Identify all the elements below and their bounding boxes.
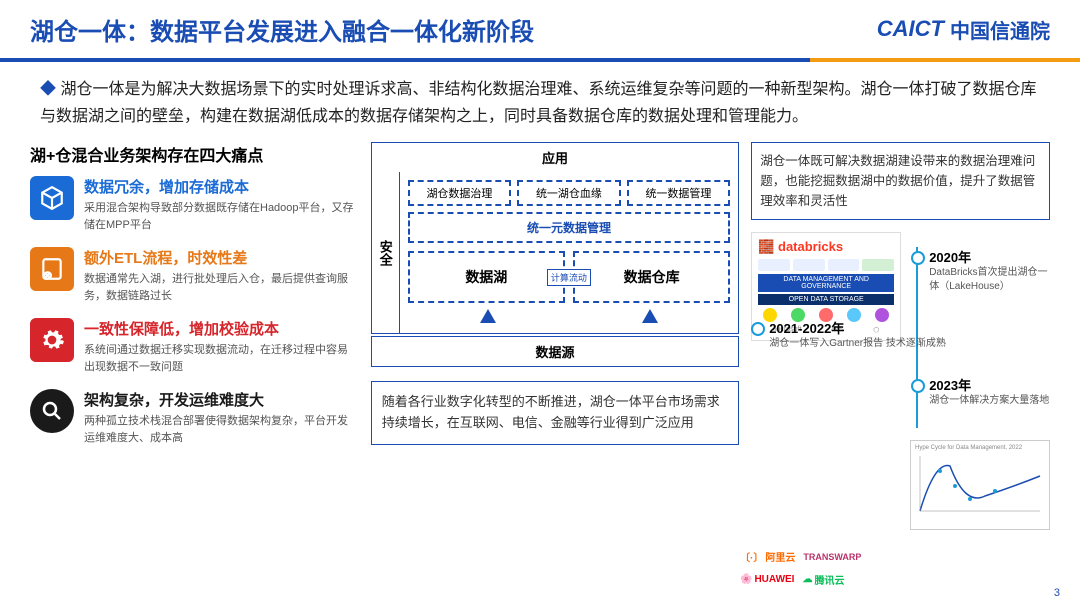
- timeline-2020: 2020年 DataBricks首次提出湖仓一体（LakeHouse）: [911, 247, 1050, 294]
- timeline-2023: 2023年 湖仓一体解决方案大量落地: [911, 375, 1050, 408]
- mid-note-box: 随着各行业数字化转型的不断推进，湖仓一体平台市场需求持续增长，在互联网、电信、金…: [371, 381, 740, 445]
- logo-aliyun: 〔·〕阿里云: [740, 549, 795, 564]
- pain-4-desc: 两种孤立技术栈混合部署使得数据架构复杂，平台开发运维难度大、成本高: [84, 413, 359, 446]
- pain-item-4: 架构复杂，开发运维难度大 两种孤立技术栈混合部署使得数据架构复杂，平台开发运维难…: [30, 389, 359, 446]
- right-note-box: 湖仓一体既可解决数据湖建设带来的数据治理难问题，也能挖掘数据湖中的数据价值，提升…: [751, 142, 1050, 220]
- pain-3-desc: 系统间通过数据迁移实现数据流动，在迁移过程中容易出现数据不一致问题: [84, 342, 359, 375]
- pain-4-title: 架构复杂，开发运维难度大: [84, 389, 359, 410]
- right-column: 湖仓一体既可解决数据湖建设带来的数据治理难问题，也能挖掘数据湖中的数据价值，提升…: [751, 142, 1050, 460]
- timeline-2021: 2021-2022年 湖仓一体写入Gartner报告 技术逐渐成熟: [751, 318, 1050, 351]
- pain-2-title: 额外ETL流程，时效性差: [84, 247, 359, 268]
- timeline: 2020年 DataBricks首次提出湖仓一体（LakeHouse） 2021…: [911, 247, 1050, 408]
- pain-1-desc: 采用混合架构导致部分数据既存储在Hadoop平台，又存储在MPP平台: [84, 200, 359, 233]
- gartner-hype-cycle: Hype Cycle for Data Management, 2022: [910, 440, 1050, 530]
- arch-security: 安全: [372, 172, 400, 333]
- pain-3-title: 一致性保障低，增加校验成本: [84, 318, 359, 339]
- arch-datalake: 数据湖: [408, 251, 565, 303]
- arch-app-layer: 应用: [372, 143, 739, 172]
- db-bar-2: OPEN DATA STORAGE: [758, 294, 894, 305]
- logo-transwarp: TRANSWARP: [803, 549, 861, 564]
- arch-box-governance: 湖仓数据治理: [408, 180, 512, 206]
- caict-logo: CAICT 中国信通院: [877, 15, 1050, 44]
- content-area: 湖+仓混合业务架构存在四大痛点 数据冗余，增加存储成本 采用混合架构导致部分数据…: [0, 142, 1080, 460]
- arch-box-lineage: 统一湖仓血缘: [517, 180, 621, 206]
- magnify-icon: [30, 389, 74, 433]
- databricks-logo: 🧱 databricks: [758, 239, 894, 255]
- logo-en: CAICT: [877, 16, 944, 42]
- cube-icon: [30, 176, 74, 220]
- arch-box-datamgmt: 统一数据管理: [627, 180, 731, 206]
- pain-item-2: 额外ETL流程，时效性差 数据通常先入湖，进行批处理后入仓，最后提供查询服务，数…: [30, 247, 359, 304]
- pain-item-1: 数据冗余，增加存储成本 采用混合架构导致部分数据既存储在Hadoop平台，又存储…: [30, 176, 359, 233]
- etl-icon: [30, 247, 74, 291]
- db-bar-1: DATA MANAGEMENT AND GOVERNANCE: [758, 274, 894, 292]
- pain-2-desc: 数据通常先入湖，进行批处理后入仓，最后提供查询服务，数据链路过长: [84, 271, 359, 304]
- arrow-up-icon: [480, 309, 496, 323]
- intro-paragraph: 湖仓一体是为解决大数据场景下的实时处理诉求高、非结构化数据治理难、系统运维复杂等…: [0, 62, 1080, 142]
- slide-title: 湖仓一体：数据平台发展进入融合一体化新阶段: [30, 12, 534, 47]
- pain-points-title: 湖+仓混合业务架构存在四大痛点: [30, 142, 359, 166]
- pain-item-3: 一致性保障低，增加校验成本 系统间通过数据迁移实现数据流动，在迁移过程中容易出现…: [30, 318, 359, 375]
- vendor-logos: 〔·〕阿里云 TRANSWARP 🌸HUAWEI ☁腾讯云: [740, 549, 910, 587]
- arrow-up-icon: [642, 309, 658, 323]
- logo-cn: 中国信通院: [950, 15, 1050, 44]
- arch-metadata: 统一元数据管理: [408, 212, 731, 243]
- arch-datawarehouse: 数据仓库: [573, 251, 730, 303]
- arch-compute-flow: 计算流动: [547, 269, 591, 286]
- logo-huawei: 🌸HUAWEI: [740, 572, 794, 587]
- gear-icon: [30, 318, 74, 362]
- pain-1-title: 数据冗余，增加存储成本: [84, 176, 359, 197]
- architecture-column: 应用 安全 湖仓数据治理 统一湖仓血缘 统一数据管理 统一元数据管理 数据湖 计…: [371, 142, 740, 460]
- pain-points-column: 湖+仓混合业务架构存在四大痛点 数据冗余，增加存储成本 采用混合架构导致部分数据…: [30, 142, 359, 460]
- logo-tencent: ☁腾讯云: [802, 572, 844, 587]
- page-number: 3: [1054, 587, 1060, 599]
- arch-datasource: 数据源: [371, 336, 740, 367]
- arch-arrows: [408, 309, 731, 323]
- architecture-diagram: 应用 安全 湖仓数据治理 统一湖仓血缘 统一数据管理 统一元数据管理 数据湖 计…: [371, 142, 740, 334]
- slide-header: 湖仓一体：数据平台发展进入融合一体化新阶段 CAICT 中国信通院: [0, 0, 1080, 58]
